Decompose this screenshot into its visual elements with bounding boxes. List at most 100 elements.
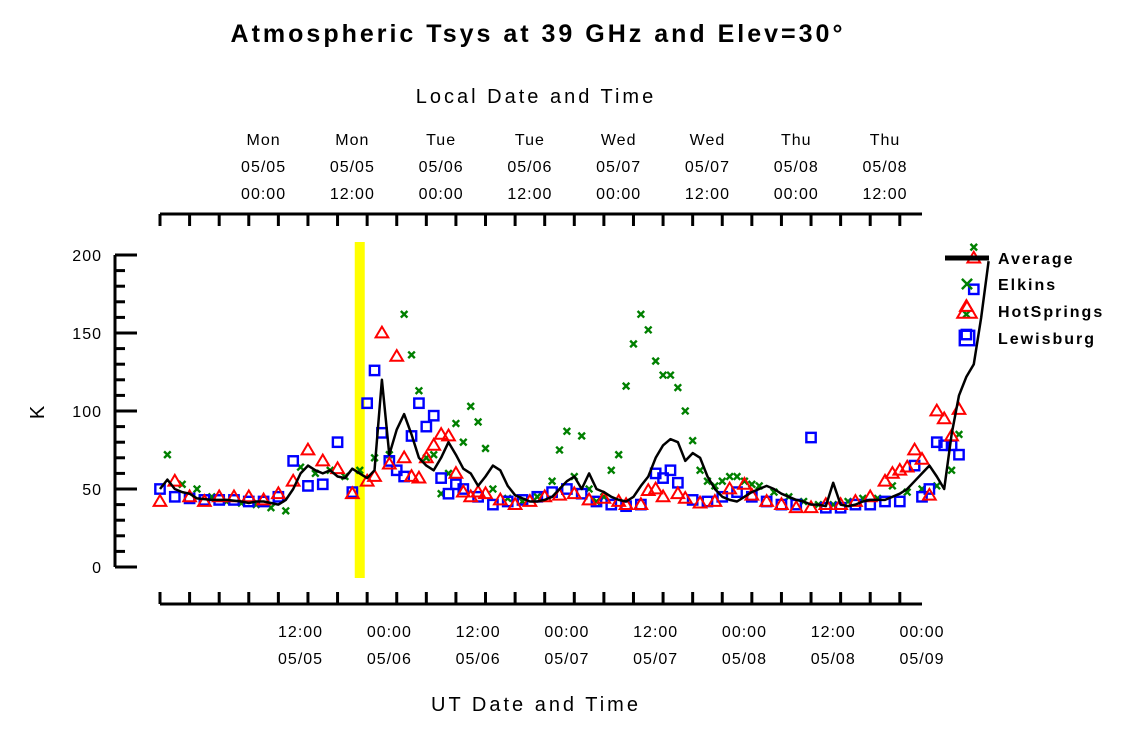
data-point-hotsprings <box>618 496 635 510</box>
data-point-elkins <box>718 477 727 486</box>
top-tick-label: 00:00 <box>419 186 464 203</box>
bottom-tick-label: 12:00 <box>456 624 501 641</box>
data-point-hotsprings <box>455 483 472 498</box>
data-point-hotsprings <box>440 427 457 442</box>
data-point-hotsprings <box>595 490 612 504</box>
legend-swatch-hotsprings <box>955 299 979 319</box>
data-point-lewisburg <box>893 495 906 508</box>
data-point-elkins <box>673 383 683 392</box>
data-point-lewisburg <box>916 490 928 503</box>
data-point-lewisburg <box>435 472 448 484</box>
data-point-elkins <box>725 472 734 481</box>
series-elkins <box>163 243 978 515</box>
data-point-elkins <box>962 310 971 319</box>
data-point-lewisburg <box>805 431 817 444</box>
data-point-elkins-stroke <box>718 477 727 486</box>
highlight-bar <box>354 242 365 578</box>
data-point-elkins-stroke <box>725 472 734 481</box>
data-point-hotsprings <box>862 488 879 503</box>
data-point-elkins-stroke <box>407 350 416 359</box>
data-point-elkins <box>481 444 490 453</box>
bottom-tick-label: 05/09 <box>899 651 944 668</box>
data-point-hotsprings <box>899 458 916 473</box>
data-point-elkins <box>399 310 409 319</box>
top-axis-title: Local Date and Time <box>416 86 656 108</box>
data-point-lewisburg <box>967 283 980 296</box>
series-hotsprings <box>151 249 982 514</box>
bottom-tick-label: 12:00 <box>811 624 856 641</box>
data-point-elkins-stroke <box>621 381 631 391</box>
data-point-lewisburg <box>420 420 433 433</box>
bottom-tick-label: 05/07 <box>633 651 678 668</box>
data-point-elkins <box>947 466 956 475</box>
data-point-lewisburg <box>590 495 603 508</box>
bottom-tick-label: 00:00 <box>722 624 767 641</box>
data-point-elkins-stroke <box>429 450 438 459</box>
data-point-hotsprings <box>906 441 923 456</box>
data-point-elkins-stroke <box>969 243 978 252</box>
data-point-elkins-stroke <box>688 436 697 445</box>
data-point-lewisburg <box>657 472 669 484</box>
legend-swatch-elkins <box>961 278 973 290</box>
data-point-lewisburg <box>731 486 743 498</box>
data-point-hotsprings <box>773 496 790 510</box>
data-point-elkins-stroke <box>163 450 172 459</box>
data-point-hotsprings <box>669 485 686 500</box>
data-point-elkins-stroke <box>488 484 498 494</box>
bottom-axis: 12:00 05/05 00:00 05/06 12:00 05/06 00:00 05/07… <box>158 592 944 668</box>
data-point-lewisburg <box>331 436 344 449</box>
data-point-elkins <box>666 370 675 380</box>
data-point-elkins-stroke <box>481 444 490 453</box>
legend-swatch-elkins-stroke <box>961 278 973 290</box>
data-point-elkins-stroke <box>555 445 564 455</box>
data-point-hotsprings <box>418 449 435 464</box>
data-point-hotsprings <box>706 493 723 507</box>
data-point-hotsprings <box>403 468 420 482</box>
data-point-elkins <box>488 484 498 494</box>
data-point-hotsprings <box>166 472 183 487</box>
data-point-elkins <box>163 450 172 459</box>
data-point-hotsprings <box>677 490 694 504</box>
top-tick-label: Mon <box>335 132 369 149</box>
data-point-hotsprings <box>433 426 450 440</box>
bottom-tick-label: 05/08 <box>722 651 767 668</box>
data-point-lewisburg <box>316 478 329 491</box>
top-tick-label: 00:00 <box>596 186 641 203</box>
data-point-elkins <box>192 484 202 494</box>
data-point-lewisburg <box>287 455 300 467</box>
top-tick-label: Wed <box>601 132 637 149</box>
data-point-elkins <box>607 466 616 475</box>
data-point-elkins-stroke <box>651 356 660 366</box>
data-point-lewisburg <box>368 364 381 377</box>
chart-title: Atmospheric Tsys at 39 GHz and Elev=30° <box>231 20 846 48</box>
data-point-hotsprings <box>366 468 383 482</box>
y-axis: 0 50 100 150 200 <box>72 248 137 577</box>
data-point-elkins <box>636 310 646 319</box>
top-tick-label: 12:00 <box>330 186 375 203</box>
data-point-hotsprings <box>507 496 524 510</box>
series-average <box>159 261 990 508</box>
data-point-hotsprings <box>329 460 346 475</box>
top-tick-label: 12:00 <box>862 186 907 203</box>
data-point-elkins-stroke <box>607 466 616 475</box>
top-tick-label: 12:00 <box>507 186 552 203</box>
y-axis-title: K <box>27 403 49 419</box>
data-point-hotsprings <box>344 485 361 500</box>
data-point-elkins-stroke <box>414 386 424 395</box>
data-point-hotsprings <box>876 472 894 487</box>
top-tick-label: 05/06 <box>419 159 464 176</box>
top-tick-label: Mon <box>247 132 281 149</box>
data-point-hotsprings <box>396 449 413 464</box>
bottom-tick-label: 05/07 <box>544 651 589 668</box>
data-point-elkins <box>547 477 557 486</box>
data-point-hotsprings <box>921 486 938 501</box>
data-point-elkins-stroke <box>296 463 305 472</box>
data-point-elkins <box>466 402 475 411</box>
data-point-lewisburg <box>413 397 425 410</box>
data-point-hotsprings <box>802 499 820 514</box>
y-tick-label: 200 <box>72 248 102 265</box>
data-point-elkins-stroke <box>266 503 276 512</box>
data-point-elkins-stroke <box>451 419 461 428</box>
bottom-tick-label: 12:00 <box>633 624 678 641</box>
legend: Average Elkins HotSprings Lewisburg <box>945 251 1102 348</box>
